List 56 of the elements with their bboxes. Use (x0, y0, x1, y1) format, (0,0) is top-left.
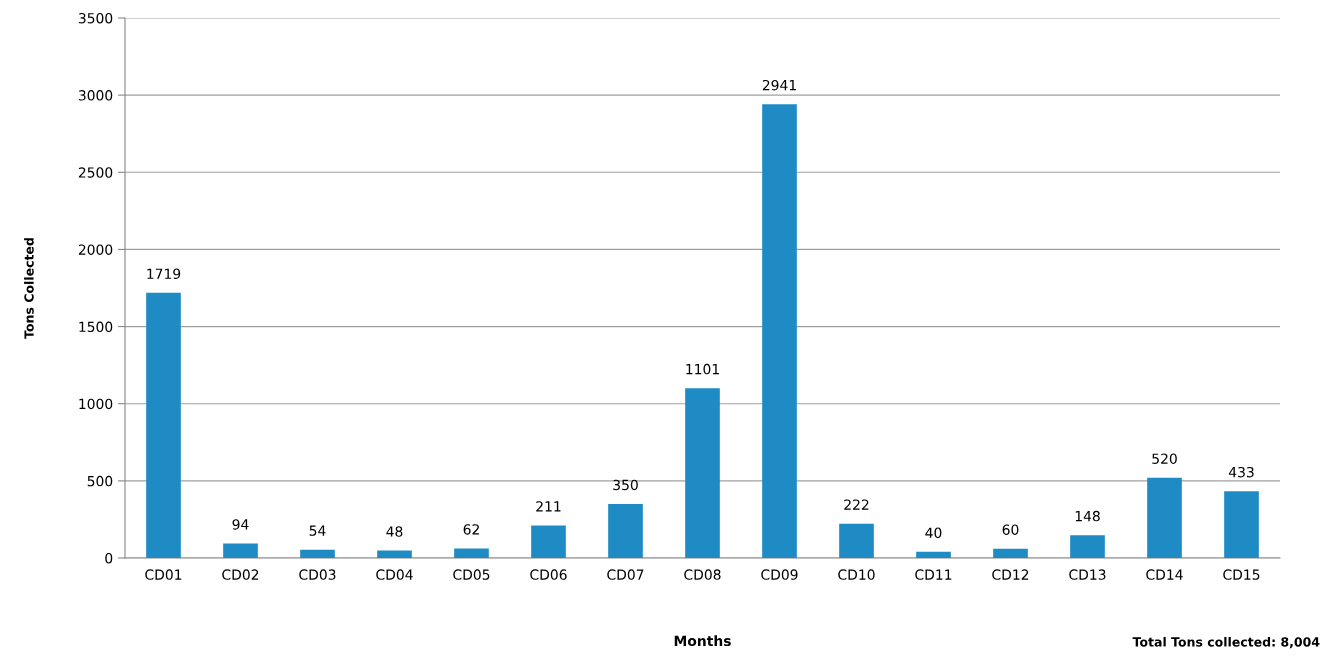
bar (1070, 535, 1105, 558)
bar (608, 504, 643, 558)
data-label: 1719 (147, 268, 181, 279)
bar (993, 548, 1028, 558)
x-tick-label: CD03 (299, 569, 336, 580)
y-axis-title: Tons Collected (24, 238, 34, 339)
data-label: 60 (1002, 524, 1019, 535)
data-label: 1101 (686, 363, 719, 375)
bar (839, 523, 874, 558)
y-tick-label: 3000 (78, 90, 113, 101)
x-tick-label: CD12 (992, 569, 1029, 580)
y-tick-label: 3500 (78, 12, 113, 24)
x-tick-label: CD10 (838, 569, 875, 580)
bar (762, 104, 797, 558)
x-tick-label: CD04 (376, 569, 413, 580)
y-tick-label: 0 (105, 552, 113, 564)
bar (300, 549, 335, 558)
y-tick-label: 2000 (78, 244, 113, 255)
x-tick-label: CD09 (761, 569, 798, 580)
bar (377, 550, 412, 558)
bar (531, 525, 566, 558)
bar (685, 388, 720, 558)
bar (916, 551, 951, 558)
x-tick-label: CD05 (453, 569, 490, 580)
x-tick-label: CD01 (145, 569, 182, 580)
data-label: 54 (309, 525, 326, 536)
y-tick-label: 2500 (78, 167, 113, 178)
bar (454, 548, 489, 558)
y-tick-label: 500 (87, 475, 113, 487)
data-label: 48 (386, 526, 403, 537)
data-label: 94 (232, 519, 249, 530)
x-tick-label: CD08 (684, 569, 721, 580)
data-label: 2941 (762, 79, 796, 91)
bar (1224, 491, 1259, 558)
data-label: 148 (1075, 510, 1100, 522)
bar (223, 543, 258, 558)
bar (1147, 477, 1182, 558)
x-tick-label: CD02 (222, 569, 259, 580)
data-label: 222 (844, 499, 869, 510)
bar (146, 292, 181, 558)
data-label: 211 (536, 501, 561, 512)
x-tick-label: CD15 (1223, 569, 1260, 580)
x-tick-label: CD13 (1069, 569, 1106, 580)
y-tick-label: 1500 (79, 321, 113, 333)
x-tick-label: CD06 (530, 569, 567, 580)
data-label: 40 (925, 527, 942, 539)
data-label: 433 (1228, 466, 1254, 478)
x-tick-label: CD11 (915, 569, 952, 580)
text: Total Tons collected: 8,004 (1132, 636, 1320, 649)
data-label: 350 (613, 479, 638, 491)
x-tick-label: CD07 (607, 569, 644, 580)
data-label: 520 (1152, 453, 1177, 464)
x-tick-label: CD14 (1146, 569, 1183, 580)
data-label: 62 (463, 524, 479, 535)
x-axis-title: Months (674, 635, 731, 647)
y-tick-label: 1000 (79, 398, 113, 410)
